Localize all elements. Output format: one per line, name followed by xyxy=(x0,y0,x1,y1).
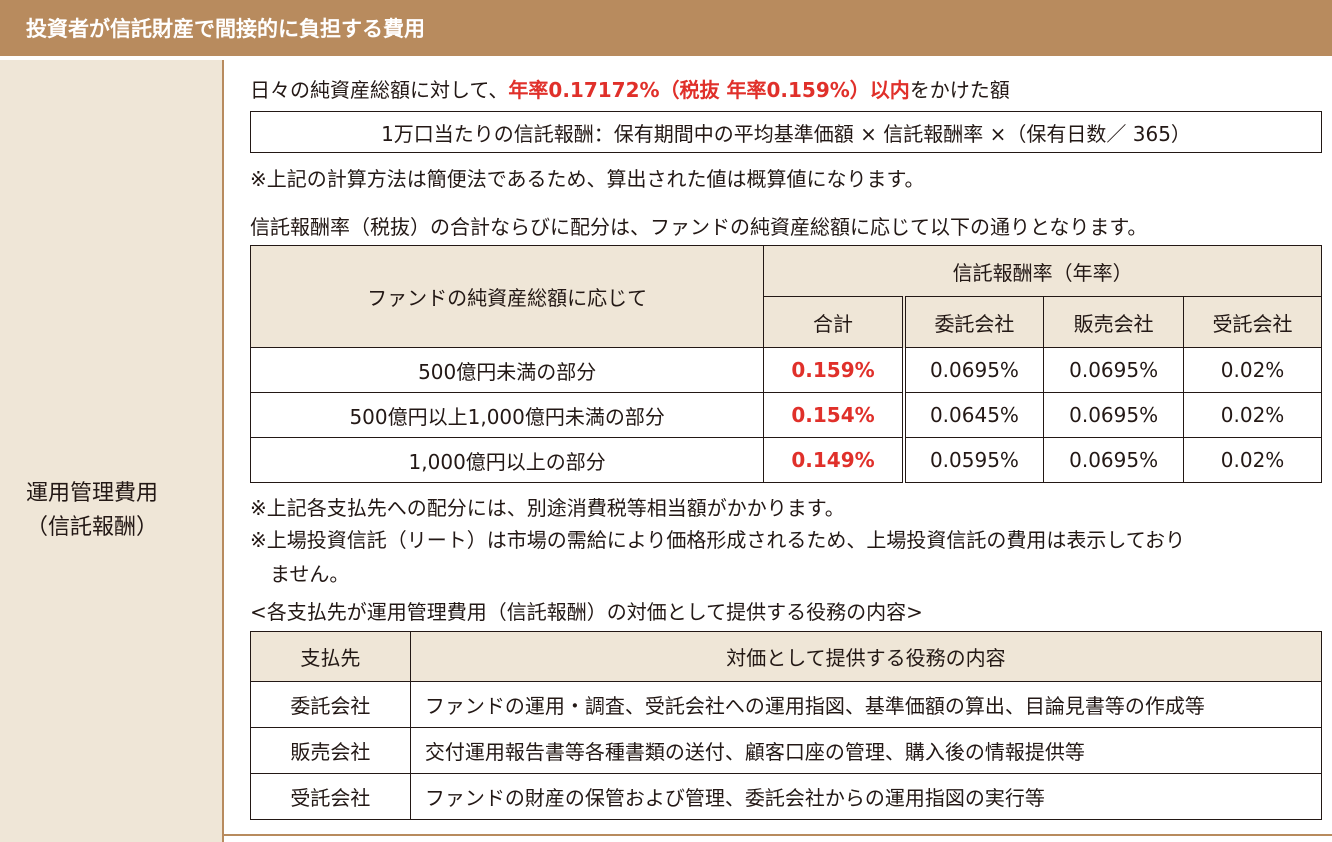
rate-col-itaku: 委託会社 xyxy=(903,296,1045,348)
table-row: 500億円未満の部分 0.159% 0.0695% 0.0695% 0.02% xyxy=(249,347,1322,393)
services-row-payee: 委託会社 xyxy=(250,681,411,728)
rate-row-hanbai: 0.0695% xyxy=(1043,347,1185,393)
section-header: 投資者が信託財産で間接的に負担する費用 xyxy=(0,0,1332,56)
rate-row-total: 0.149% xyxy=(763,437,906,483)
note-listed-trust-line1: ※上場投資信託（リート）は市場の需給により価格形成されるため、上場投資信託の費用… xyxy=(250,528,1186,552)
services-row-payee: 販売会社 xyxy=(250,727,411,774)
rate-row-total: 0.159% xyxy=(763,347,906,393)
rate-table-head-fund: ファンドの純資産総額に応じて xyxy=(249,245,765,348)
section-title: 投資者が信託財産で間接的に負担する費用 xyxy=(26,17,425,41)
note-consumption-tax: ※上記各支払先への配分には、別途消費税等相当額がかかります。 xyxy=(250,496,845,520)
bottom-divider xyxy=(224,834,1332,836)
services-table: 支払先 対価として提供する役務の内容 委託会社 ファンドの運用・調査、受託会社へ… xyxy=(250,631,1323,820)
rate-row-itaku: 0.0645% xyxy=(903,392,1045,438)
rate-row-total: 0.154% xyxy=(763,392,906,438)
services-title: <各支払先が運用管理費用（信託報酬）の対価として提供する役務の内容> xyxy=(250,600,923,624)
fee-category-label: 運用管理費用 （信託報酬） xyxy=(26,477,158,545)
formula-box: 1万口当たりの信託報酬：保有期間中の平均基準価額 × 信託報酬率 ×（保有日数／… xyxy=(250,111,1322,153)
rate-col-total: 合計 xyxy=(763,296,906,348)
services-row-content: 交付運用報告書等各種書類の送付、顧客口座の管理、購入後の情報提供等 xyxy=(409,727,1323,774)
rate-row-hanbai: 0.0695% xyxy=(1043,392,1185,438)
rate-row-itaku: 0.0695% xyxy=(903,347,1045,393)
table-row: 受託会社 ファンドの財産の保管および管理、委託会社からの運用指図の実行等 xyxy=(250,773,1323,820)
rate-col-jutaku: 受託会社 xyxy=(1183,296,1322,348)
services-head-content: 対価として提供する役務の内容 xyxy=(409,631,1323,682)
rate-row-label: 500億円未満の部分 xyxy=(249,347,765,393)
fee-category-line2: （信託報酬） xyxy=(26,515,159,540)
table-row: 委託会社 ファンドの運用・調査、受託会社への運用指図、基準価額の算出、目論見書等… xyxy=(250,681,1323,728)
table-row: 1,000億円以上の部分 0.149% 0.0595% 0.0695% 0.02… xyxy=(249,437,1322,483)
rate-row-itaku: 0.0595% xyxy=(903,437,1045,483)
left-label-column: 運用管理費用 （信託報酬） xyxy=(0,60,224,842)
services-row-content: ファンドの運用・調査、受託会社への運用指図、基準価額の算出、目論見書等の作成等 xyxy=(409,681,1323,728)
intro-prefix: 日々の純資産総額に対して、 xyxy=(250,78,509,102)
intro-rate-highlight: 年率0.17172%（税抜 年率0.159%）以内 xyxy=(508,78,910,102)
formula-text: 1万口当たりの信託報酬：保有期間中の平均基準価額 × 信託報酬率 ×（保有日数／… xyxy=(381,121,1191,146)
services-row-content: ファンドの財産の保管および管理、委託会社からの運用指図の実行等 xyxy=(409,773,1323,820)
rate-row-label: 1,000億円以上の部分 xyxy=(249,437,765,483)
rate-table: ファンドの純資産総額に応じて 信託報酬率（年率） 合計 委託会社 販売会社 受託… xyxy=(249,245,1322,483)
rate-row-jutaku: 0.02% xyxy=(1183,437,1322,483)
rate-table-head-rate: 信託報酬率（年率） xyxy=(763,245,1322,297)
intro-suffix: をかけた額 xyxy=(909,78,1010,102)
fee-category-line1: 運用管理費用 xyxy=(26,481,159,506)
rate-row-label: 500億円以上1,000億円未満の部分 xyxy=(249,392,765,438)
rate-col-hanbai: 販売会社 xyxy=(1043,296,1185,348)
table-row: 販売会社 交付運用報告書等各種書類の送付、顧客口座の管理、購入後の情報提供等 xyxy=(250,727,1323,774)
table-row: 500億円以上1,000億円未満の部分 0.154% 0.0645% 0.069… xyxy=(249,392,1322,438)
rate-row-jutaku: 0.02% xyxy=(1183,347,1322,393)
note-simplified-method: ※上記の計算方法は簡便法であるため、算出された値は概算値になります。 xyxy=(250,167,925,191)
rate-row-hanbai: 0.0695% xyxy=(1043,437,1185,483)
services-row-payee: 受託会社 xyxy=(250,773,411,820)
note-listed-trust-line2: ません。 xyxy=(270,562,350,586)
services-head-payee: 支払先 xyxy=(250,631,411,682)
intro-text: 日々の純資産総額に対して、年率0.17172%（税抜 年率0.159%）以内をか… xyxy=(250,74,1010,103)
rate-intro-text: 信託報酬率（税抜）の合計ならびに配分は、ファンドの純資産総額に応じて以下の通りと… xyxy=(250,215,1148,239)
rate-row-jutaku: 0.02% xyxy=(1183,392,1322,438)
